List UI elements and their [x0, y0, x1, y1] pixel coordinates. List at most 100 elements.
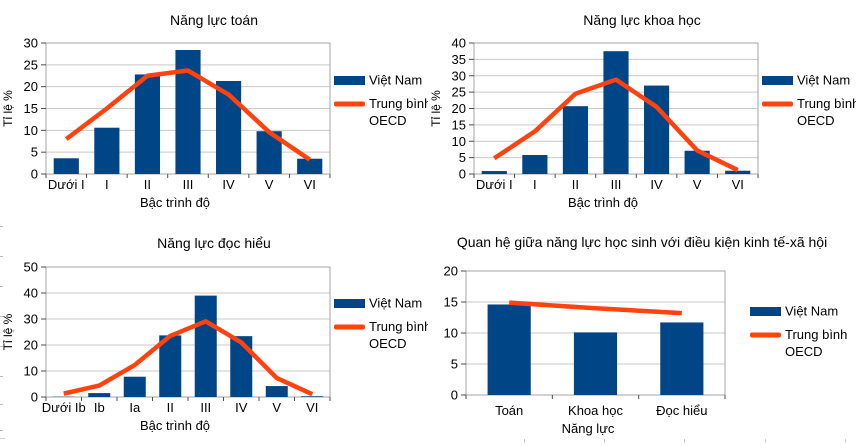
x-axis-category-label: Toán [495, 403, 523, 418]
x-axis-category-label: Đọc hiểu [656, 403, 707, 418]
vietnam-bar [522, 155, 548, 174]
y-axis-title: Tỉ lệ % [1, 90, 15, 127]
chart-figure-escs: 0 5 10 15 20 Toán Khoa học Đọc hiểu Quan hệ giữa… [428, 223, 856, 446]
x-axis-category-label: Khoa học [568, 403, 623, 418]
vietnam-bar [53, 158, 79, 174]
vietnam-bar [134, 74, 161, 174]
legend-label-oecd-line2: OECD [369, 336, 407, 351]
chart-title: Năng lực đọc hiểu [157, 235, 271, 251]
y-axis-tick-label: 10 [24, 364, 38, 379]
vietnam-bar [159, 335, 182, 397]
vietnam-bar [265, 386, 288, 397]
x-axis-title: Bậc trình độ [568, 195, 638, 210]
y-axis-tick-label: 5 [451, 357, 458, 372]
vietnam-bar [94, 127, 120, 174]
y-axis-tick-label: 20 [24, 338, 38, 353]
x-axis-category-label: Dưới Ib [42, 400, 86, 415]
oecd-trend-line [64, 68, 311, 162]
x-axis-category-label: I [533, 177, 537, 192]
chart-figure-science: 0 5 10 15 20 25 30 35 40 Dưới I I II III IV V VI Năng lự… [428, 0, 856, 223]
x-axis-category-label: II [572, 177, 579, 192]
x-axis-category-label: Dưới I [48, 177, 85, 192]
x-axis-category-label: IV [235, 400, 248, 415]
vietnam-bar [660, 322, 704, 395]
escs-relationship-chart: 0 5 10 15 20 Toán Khoa học Đọc hiểu Quan hệ giữa… [444, 234, 848, 436]
y-axis-tick-label: 40 [452, 36, 466, 51]
legend-label-oecd: Trung bình [369, 96, 428, 111]
x-axis-category-label: VI [304, 177, 316, 192]
vietnam-bar [88, 393, 111, 397]
plot-frame [45, 266, 331, 398]
y-axis-tick-label: 40 [24, 286, 38, 301]
legend-label-oecd-line2: OECD [369, 113, 407, 128]
gridline-tick [0, 438, 5, 439]
y-axis-tick-label: 25 [24, 57, 38, 72]
x-axis-category-label: II [167, 400, 174, 415]
x-axis-category-label: V [272, 400, 281, 415]
y-axis-title: Tỉ lệ % [1, 313, 15, 350]
gridline-tick [845, 439, 846, 443]
y-axis-tick-label: 15 [452, 117, 466, 132]
x-axis-category-label: Ia [129, 400, 141, 415]
legend-swatch-vietnam [750, 307, 781, 316]
chart-figure-reading: 0 10 20 30 40 50 Dưới Ib Ib Ia II III IV V VI Năng lực… [0, 223, 431, 446]
gridline-tick [0, 430, 3, 431]
gridline-tick [0, 226, 3, 227]
y-axis-tick-label: 25 [452, 85, 466, 100]
vietnam-bar [573, 332, 618, 395]
x-axis-category-label: III [183, 177, 194, 192]
legend-swatch-oecd [750, 332, 781, 338]
x-axis-title: Năng lực [562, 421, 615, 436]
gridline-tick [0, 376, 3, 377]
vietnam-bar [725, 170, 751, 174]
chart-figure-math: 0 5 10 15 20 25 30 Dưới I I II III IV V VI Năng lực to… [0, 0, 431, 223]
y-axis-tick-label: 20 [24, 79, 38, 94]
vietnam-bar [684, 150, 710, 174]
legend-swatch-vietnam [334, 76, 365, 85]
vietnam-bar [297, 158, 323, 174]
vietnam-bar [194, 295, 217, 397]
chart-title: Quan hệ giữa năng lực học sinh với điều … [457, 234, 827, 250]
gridline-tick [604, 439, 605, 443]
x-axis-category-label: II [144, 177, 151, 192]
y-axis-tick-label: 0 [31, 390, 38, 405]
legend-label-vietnam: Việt Nam [797, 73, 850, 88]
y-axis-tick-label: 0 [459, 167, 466, 182]
vietnam-bar [487, 304, 531, 395]
gridline-tick [0, 256, 3, 257]
vietnam-bar [123, 376, 146, 397]
oecd-trend-line [509, 300, 682, 316]
x-axis-title: Bậc trình độ [140, 418, 210, 433]
vietnam-bar [230, 336, 253, 397]
legend-swatch-oecd [334, 101, 365, 107]
legend-label-oecd-line2: OECD [797, 113, 835, 128]
chart-title: Năng lực toán [170, 12, 258, 28]
gridline-tick [0, 286, 3, 287]
y-axis-tick-label: 15 [444, 295, 458, 310]
y-axis-tick-label: 10 [444, 326, 458, 341]
x-axis-category-label: Dưới I [476, 177, 513, 192]
y-axis-tick-label: 30 [24, 312, 38, 327]
legend-label-oecd: Trung bình [797, 96, 856, 111]
x-axis-category-label: VI [732, 177, 744, 192]
y-axis-tick-label: 5 [459, 150, 466, 165]
x-axis-title: Bậc trình độ [140, 195, 210, 210]
vietnam-bar [301, 396, 324, 397]
legend-label-oecd: Trung bình [369, 319, 428, 334]
y-axis-tick-label: 0 [451, 388, 458, 403]
x-axis-category-label: VI [306, 400, 318, 415]
legend-swatch-vietnam [762, 76, 793, 85]
gridline-tick [765, 439, 766, 443]
y-axis-title: Tỉ lệ % [429, 90, 443, 127]
y-axis-tick-label: 10 [452, 134, 466, 149]
legend-label-vietnam: Việt Nam [369, 73, 422, 88]
legend-label-vietnam: Việt Nam [785, 304, 838, 319]
x-axis-category-label: IV [222, 177, 235, 192]
vietnam-bar [603, 51, 629, 174]
y-axis-tick-label: 20 [452, 101, 466, 116]
x-axis-category-label: I [105, 177, 109, 192]
x-axis-category-label: V [265, 177, 274, 192]
